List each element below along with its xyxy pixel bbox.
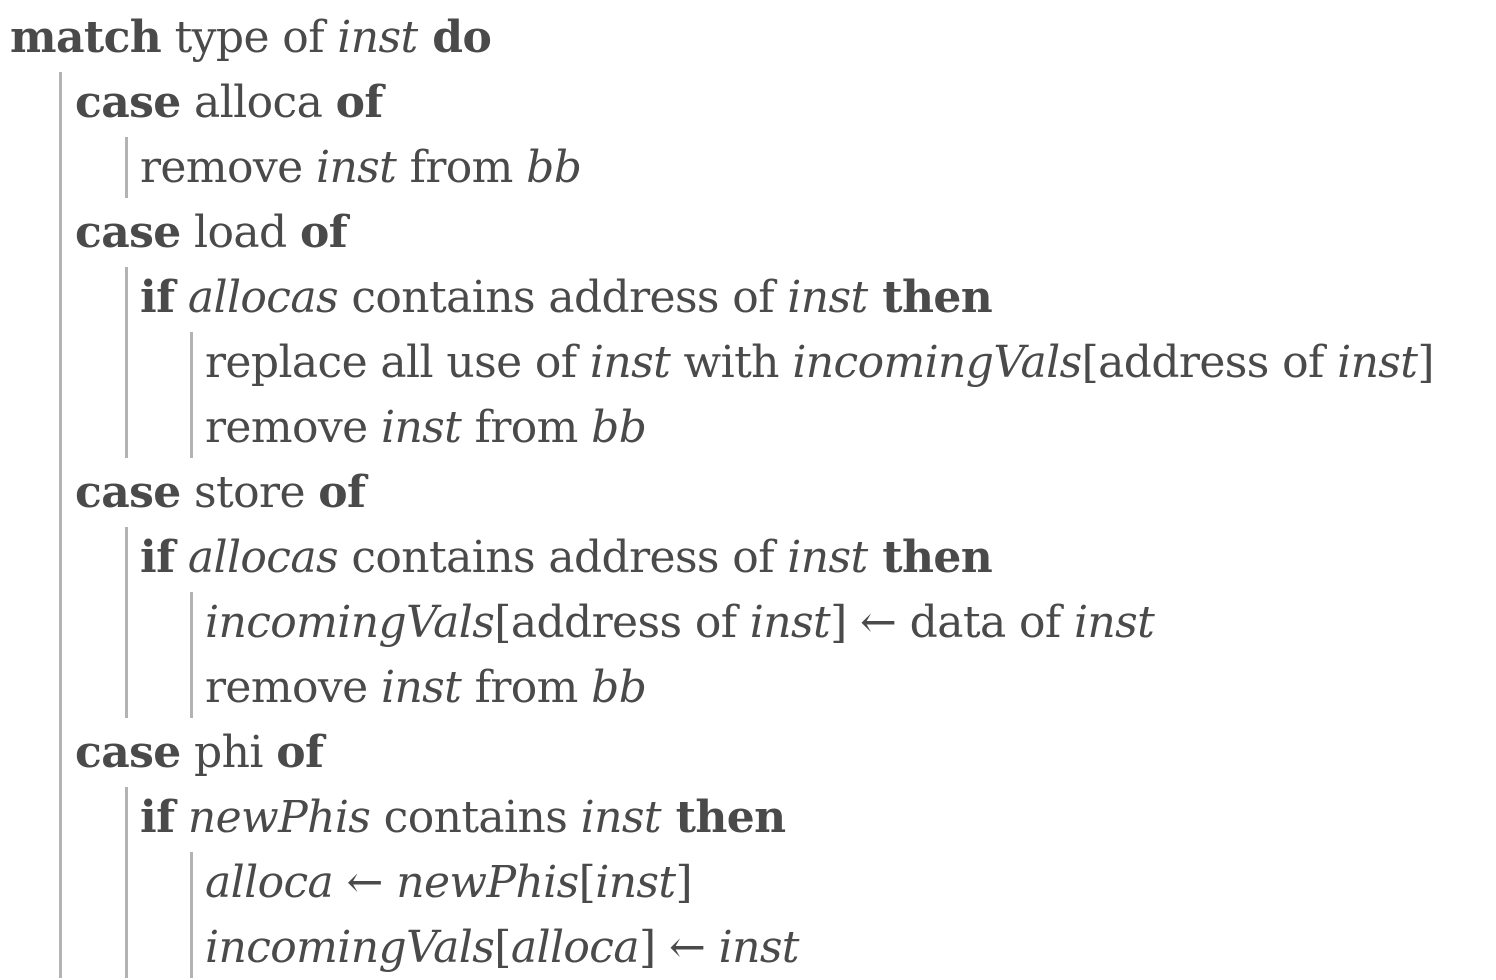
text: contains <box>370 792 581 843</box>
variable: inst <box>589 337 671 388</box>
text: from <box>461 662 592 713</box>
text: store <box>180 467 319 518</box>
variable: newPhis <box>187 792 371 843</box>
algorithm-line: case load of <box>75 200 348 265</box>
variable: alloca <box>205 857 334 908</box>
variable: inst <box>749 597 831 648</box>
algorithm-line: match type of inst do <box>10 5 492 70</box>
variable: inst <box>787 272 868 323</box>
variable: inst <box>1337 337 1418 388</box>
keyword: case <box>75 467 181 518</box>
variable: inst <box>1073 597 1155 648</box>
text: [ <box>494 922 511 973</box>
text: load <box>180 207 301 258</box>
block-scope-line <box>125 527 128 718</box>
variable: incomingVals <box>792 337 1082 388</box>
text: [address of <box>494 597 750 648</box>
text: contains address of <box>337 532 788 583</box>
keyword: case <box>75 77 181 128</box>
variable: inst <box>595 857 676 908</box>
variable: bb <box>591 402 647 453</box>
keyword: do <box>417 12 492 63</box>
block-scope-line <box>125 787 128 978</box>
text: alloca <box>180 77 336 128</box>
keyword: then <box>867 532 993 583</box>
block-scope-line <box>125 267 128 458</box>
text: [ <box>578 857 596 908</box>
text <box>174 272 187 323</box>
variable: inst <box>380 662 462 713</box>
variable: allocas <box>187 532 339 583</box>
block-scope-line <box>190 332 193 458</box>
text: ← <box>333 857 397 908</box>
text: from <box>461 402 592 453</box>
variable: incomingVals <box>205 922 495 973</box>
text: remove <box>205 402 381 453</box>
algorithm-line: case alloca of <box>75 70 383 135</box>
keyword: of <box>276 727 324 778</box>
text: ] <box>1417 337 1434 388</box>
block-scope-line <box>190 592 193 718</box>
text: ] ← data of <box>830 597 1074 648</box>
variable: inst <box>380 402 462 453</box>
text <box>174 792 187 843</box>
text: phi <box>180 727 277 778</box>
variable: inst <box>337 12 418 63</box>
algorithm-line: remove inst from bb <box>205 655 647 720</box>
text: contains address of <box>337 272 788 323</box>
keyword: then <box>660 792 787 843</box>
algorithm-line: if allocas contains address of inst then <box>140 525 993 590</box>
algorithm-line: remove inst from bb <box>205 395 647 460</box>
algorithm-line: incomingVals[address of inst] ← data of … <box>205 590 1155 655</box>
variable: alloca <box>510 922 640 973</box>
variable: newPhis <box>396 857 579 908</box>
text: ] ← <box>639 922 719 973</box>
variable: inst <box>580 792 662 843</box>
keyword: case <box>75 207 181 258</box>
keyword: of <box>300 207 348 258</box>
block-scope-line <box>190 852 193 978</box>
algorithm-line: if allocas contains address of inst then <box>140 265 993 330</box>
algorithm-line: if newPhis contains inst then <box>140 785 786 850</box>
algorithm-line: case phi of <box>75 720 324 785</box>
variable: inst <box>787 532 868 583</box>
text: ] <box>675 857 693 908</box>
algorithm-line: case store of <box>75 460 366 525</box>
variable: allocas <box>187 272 339 323</box>
algorithm-line: replace all use of inst with incomingVal… <box>205 330 1435 395</box>
algorithm-line: incomingVals[alloca] ← inst <box>205 915 799 980</box>
text: type of <box>161 12 338 63</box>
text: remove <box>205 662 381 713</box>
text: [address of <box>1081 337 1338 388</box>
keyword: if <box>140 532 175 583</box>
text <box>174 532 187 583</box>
keyword: then <box>867 272 993 323</box>
variable: bb <box>526 142 582 193</box>
variable: bb <box>591 662 647 713</box>
text: replace all use of <box>205 337 590 388</box>
algorithm-line: remove inst from bb <box>140 135 582 200</box>
variable: inst <box>718 922 800 973</box>
keyword: if <box>140 792 175 843</box>
keyword: match <box>10 12 162 63</box>
text: with <box>670 337 793 388</box>
keyword: of <box>318 467 366 518</box>
variable: inst <box>315 142 397 193</box>
keyword: of <box>335 77 384 128</box>
variable: incomingVals <box>205 597 495 648</box>
algorithm-line: alloca ← newPhis[inst] <box>205 850 693 915</box>
keyword: case <box>75 727 181 778</box>
block-scope-line <box>125 137 128 198</box>
text: from <box>396 142 527 193</box>
text: remove <box>140 142 316 193</box>
block-scope-line <box>59 72 62 978</box>
keyword: if <box>140 272 175 323</box>
